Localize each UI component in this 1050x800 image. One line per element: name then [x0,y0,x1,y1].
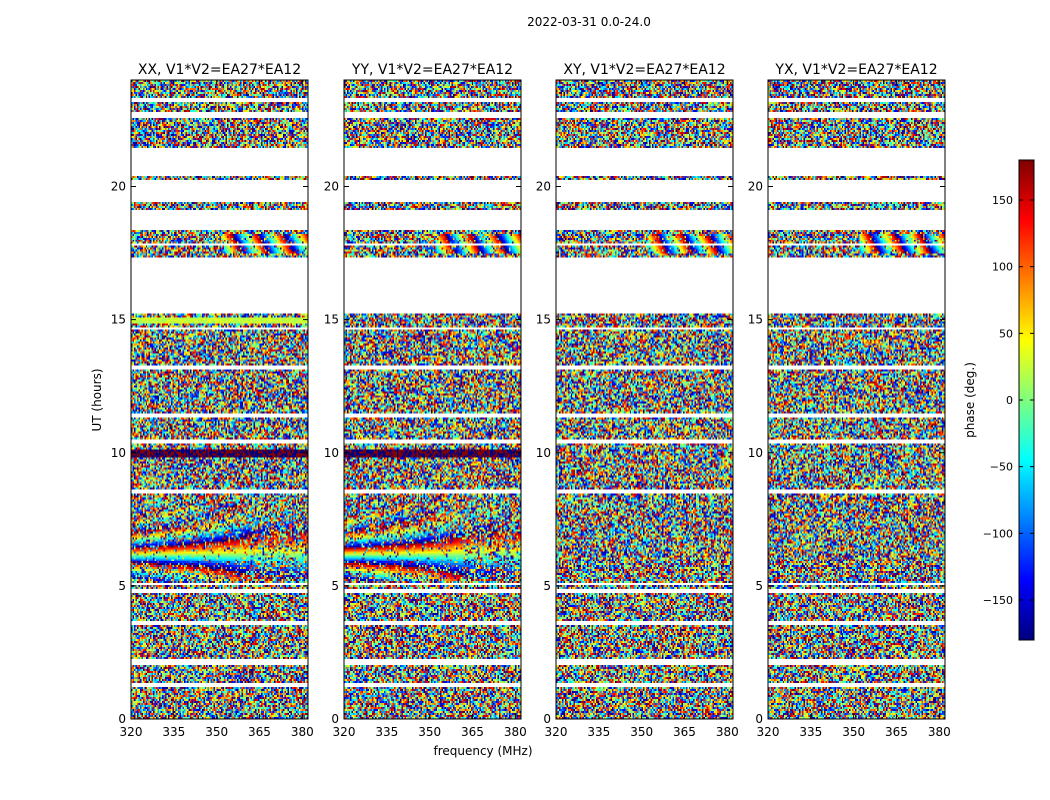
y-tick-label: 0 [543,712,551,726]
y-tick-label: 20 [536,180,551,194]
y-tick-label: 10 [536,446,551,460]
x-tick-label: 350 [418,725,441,739]
panel-heatmap [344,80,521,719]
colorbar-label: phase (deg.) [963,362,977,438]
y-tick-label: 15 [111,313,126,327]
panel-xx: XX, V1*V2=EA27*EA12 320 335 350 365 380 0 5 10 15… [111,62,314,739]
y-tick-label: 15 [536,313,551,327]
panel-heatmap [556,80,733,719]
y-tick-label: 10 [111,446,126,460]
colorbar-tick-label: 50 [999,327,1013,340]
y-tick-label: 10 [324,446,339,460]
x-tick-label: 365 [673,725,696,739]
x-tick-label: 320 [757,725,780,739]
colorbar-tick-label: 100 [992,261,1013,274]
x-tick-label: 350 [842,725,865,739]
y-tick-label: 0 [331,712,339,726]
x-tick-label: 380 [291,725,314,739]
panel-frame [767,79,946,720]
y-tick-label: 20 [111,180,126,194]
x-tick-label: 335 [799,725,822,739]
colorbar-tick-label: 0 [1006,394,1013,407]
panel-yy: YY, V1*V2=EA27*EA12 320 335 350 365 380 0 5 10 15… [324,62,527,739]
panel-title: YX, V1*V2=EA27*EA12 [774,62,937,78]
panel-frame [343,79,522,720]
x-tick-label: 365 [248,725,271,739]
y-tick-label: 5 [331,579,339,593]
x-tick-label: 380 [504,725,527,739]
y-tick-label: 5 [543,579,551,593]
figure-suptitle: 2022-03-31 0.0-24.0 [527,15,651,29]
panel-heatmap [768,80,945,719]
y-tick-label: 5 [118,579,126,593]
x-tick-label: 320 [545,725,568,739]
x-tick-label: 365 [885,725,908,739]
y-axis-label: UT (hours) [90,368,104,431]
panel-heatmap [131,80,308,719]
colorbar-tick-label: −100 [983,527,1013,540]
panel-group: XX, V1*V2=EA27*EA12 320 335 350 365 380 0 5 10 15… [111,62,951,739]
panel-title: XX, V1*V2=EA27*EA12 [138,62,301,78]
y-tick-label: 0 [755,712,763,726]
y-tick-label: 20 [748,180,763,194]
x-tick-label: 365 [461,725,484,739]
x-tick-label: 335 [587,725,610,739]
panel-frame [555,79,734,720]
panel-frame [130,79,309,720]
colorbar-tick-label: −150 [983,594,1013,607]
y-tick-label: 10 [748,446,763,460]
y-tick-label: 0 [118,712,126,726]
panel-title: YY, V1*V2=EA27*EA12 [351,62,513,78]
x-tick-label: 320 [333,725,356,739]
y-tick-label: 20 [324,180,339,194]
x-tick-label: 380 [928,725,951,739]
x-tick-label: 350 [630,725,653,739]
x-tick-label: 380 [716,725,739,739]
x-tick-label: 335 [162,725,185,739]
x-axis-label: frequency (MHz) [433,744,532,758]
x-tick-label: 335 [375,725,398,739]
y-tick-label: 5 [755,579,763,593]
colorbar-tick-label: 150 [992,194,1013,207]
y-tick-label: 15 [324,313,339,327]
panel-xy: XY, V1*V2=EA27*EA12 320 335 350 365 380 0 5 10 15… [536,62,739,739]
colorbar-ticks: 150 100 50 0 −50 −100 −150 [983,194,1034,607]
colorbar: 150 100 50 0 −50 −100 −150 phase (deg.) [963,159,1035,641]
x-tick-label: 320 [120,725,143,739]
colorbar-tick-label: −50 [990,461,1013,474]
x-tick-label: 350 [205,725,228,739]
panel-yx: YX, V1*V2=EA27*EA12 320 335 350 365 380 0 5 10 15… [748,62,951,739]
panel-title: XY, V1*V2=EA27*EA12 [563,62,725,78]
y-tick-label: 15 [748,313,763,327]
